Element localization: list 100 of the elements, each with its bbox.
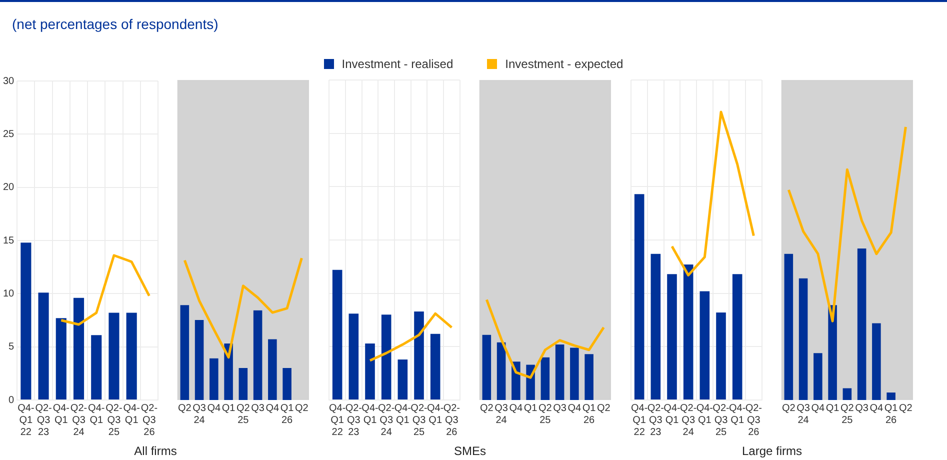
x-tick-label: Q1: [222, 402, 236, 414]
bar: [210, 358, 218, 400]
x-tick-label: Q4- Q1: [427, 402, 444, 426]
bar: [398, 359, 408, 400]
x-tick-label: Q3: [251, 402, 265, 414]
x-tick-label: Q4- Q1: [52, 402, 70, 426]
x-tick-label: Q2- Q3 26: [745, 402, 762, 438]
bar: [842, 388, 852, 400]
bar: [732, 274, 742, 400]
y-tick-label: 15: [3, 235, 15, 246]
x-tick-label: Q3: [553, 402, 567, 414]
bar: [784, 254, 794, 400]
bar: [180, 305, 190, 400]
bar: [857, 248, 866, 400]
bar: [683, 264, 694, 400]
x-tick-label: Q3 24: [192, 402, 206, 426]
bar: [634, 194, 644, 400]
x-tick-label: Q2: [899, 402, 913, 414]
x-tick-label: Q2: [480, 402, 494, 414]
y-tick-label: 5: [8, 342, 15, 353]
bar: [555, 344, 564, 400]
x-tick-label: Q2: [178, 402, 192, 414]
y-tick-label: 30: [3, 76, 15, 87]
x-axis-title: All firms: [133, 444, 178, 458]
x-tick-label: Q2- Q3 24: [378, 402, 395, 438]
bar: [20, 242, 32, 400]
x-tick-label: Q2 25: [236, 402, 250, 426]
x-tick-label: Q4- Q1: [664, 402, 680, 426]
x-axis-title: Large firms: [740, 444, 804, 458]
x-tick-label: Q4- Q1: [394, 402, 412, 426]
bar: [253, 310, 262, 400]
bar: [414, 311, 424, 400]
x-tick-label: Q4: [568, 402, 582, 414]
bar: [482, 334, 492, 400]
x-tick-label: Q2- Q3 25: [712, 402, 730, 438]
x-tick-label: Q2- Q3 23: [345, 402, 362, 438]
x-tick-label: Q4- Q1 22: [18, 402, 34, 438]
x-tick-label: Q2 25: [840, 402, 854, 426]
bar: [814, 353, 822, 400]
x-tick-label: Q2- Q3 26: [443, 402, 460, 438]
x-tick-label: Q1 26: [280, 402, 294, 426]
bar: [332, 270, 342, 400]
x-tick-label: Q2- Q3 23: [647, 402, 664, 438]
y-tick-label: 20: [3, 182, 15, 194]
bar: [430, 334, 440, 400]
x-tick-label: Q2- Q3 25: [410, 402, 428, 438]
bar: [540, 357, 550, 400]
bar: [38, 292, 49, 400]
bar: [91, 335, 102, 400]
x-tick-label: Q4- Q1: [88, 402, 105, 426]
x-tick-label: Q1: [826, 402, 840, 414]
x-tick-label: Q2: [782, 402, 796, 414]
x-tick-label: Q4: [811, 402, 826, 414]
bar: [570, 348, 579, 400]
x-tick-label: Q4- Q1: [362, 402, 378, 426]
bar: [365, 343, 375, 400]
x-tick-label: Q4- Q1: [696, 402, 714, 426]
x-tick-label: Q4- Q1 22: [630, 402, 648, 438]
y-tick-label: 25: [3, 128, 15, 140]
x-tick-label: Q1 26: [884, 402, 898, 426]
x-tick-label: Q4: [870, 402, 884, 414]
bar: [194, 320, 204, 400]
x-tick-label: Q2- Q3 24: [70, 402, 88, 438]
legend-label: Investment - realised: [342, 57, 454, 71]
bar: [282, 368, 292, 400]
x-tick-label: Q1: [524, 402, 538, 414]
bar: [700, 291, 710, 400]
x-tick-label: Q2- Q3 25: [106, 402, 122, 438]
y-tick-label: 0: [8, 394, 15, 406]
x-tick-label: Q3: [855, 402, 869, 414]
bar: [348, 314, 359, 400]
x-tick-label: Q4: [509, 402, 524, 414]
x-tick-label: Q1 26: [582, 402, 596, 426]
x-tick-label: Q2- Q3 24: [680, 402, 697, 438]
x-tick-label: Q4: [266, 402, 280, 414]
y-tick-label: 10: [3, 288, 15, 300]
bar: [238, 368, 248, 400]
x-tick-label: Q4- Q1 22: [328, 402, 346, 438]
x-tick-label: Q2: [597, 402, 611, 414]
x-tick-label: Q4- Q1: [123, 402, 140, 426]
bar: [828, 305, 837, 400]
x-tick-label: Q2- Q3 26: [140, 402, 158, 438]
x-tick-label: Q2 25: [538, 402, 552, 426]
x-tick-label: Q3 24: [494, 402, 508, 426]
bar: [56, 318, 66, 400]
bar: [667, 274, 677, 400]
bar: [872, 323, 881, 400]
bar: [496, 342, 506, 400]
bar: [584, 354, 594, 400]
bar: [108, 312, 120, 400]
bar: [268, 339, 277, 400]
x-tick-label: Q2: [295, 402, 309, 414]
x-axis-title: SMEs: [452, 444, 487, 458]
x-tick-label: Q2- Q3 23: [35, 402, 52, 438]
bar: [73, 298, 84, 400]
x-tick-label: Q3 24: [796, 402, 810, 426]
x-tick-label: Q4: [207, 402, 222, 414]
bar: [716, 312, 726, 400]
bar: [126, 312, 137, 400]
bar: [381, 314, 392, 400]
